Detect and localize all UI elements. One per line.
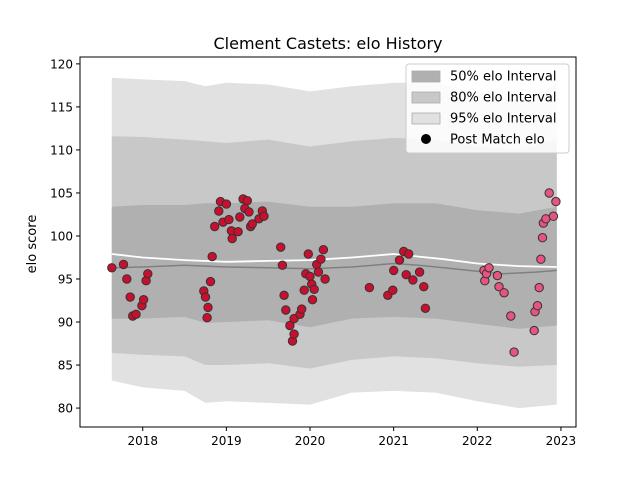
x-tick-label: 2019 xyxy=(211,434,242,448)
data-point xyxy=(143,269,153,279)
x-tick-label: 2023 xyxy=(546,434,577,448)
data-point xyxy=(276,242,286,252)
legend-box xyxy=(405,63,570,154)
data-point xyxy=(318,245,329,255)
y-tick-label: 95 xyxy=(58,273,73,287)
data-point xyxy=(544,188,554,198)
data-point xyxy=(244,207,254,217)
data-point xyxy=(320,274,330,284)
data-point xyxy=(532,301,543,311)
data-point xyxy=(401,270,411,280)
data-point xyxy=(404,249,414,259)
data-point xyxy=(499,288,509,298)
data-point xyxy=(235,212,245,222)
data-point xyxy=(227,233,237,244)
data-point xyxy=(309,284,319,294)
data-point xyxy=(313,267,324,277)
data-point xyxy=(205,276,216,287)
y-tick-label: 110 xyxy=(50,143,73,157)
data-point xyxy=(247,219,258,229)
legend-swatch xyxy=(411,70,441,83)
data-point xyxy=(233,227,243,237)
data-point xyxy=(492,270,503,281)
data-point xyxy=(299,285,309,295)
data-point xyxy=(534,282,544,293)
y-tick-label: 105 xyxy=(50,186,73,200)
data-point xyxy=(259,211,269,221)
data-point xyxy=(529,325,539,336)
x-tick-label: 2020 xyxy=(295,434,326,448)
y-tick-label: 115 xyxy=(50,100,73,114)
legend-swatch xyxy=(411,112,441,125)
data-point xyxy=(537,233,548,243)
data-point xyxy=(200,292,211,302)
axes: 2018 2019 2020 2021 2022 2023 80 85 90 95 100 105 11… xyxy=(50,56,577,448)
data-point xyxy=(548,211,559,221)
data-point xyxy=(285,320,295,331)
data-point xyxy=(414,267,425,277)
data-point xyxy=(509,347,519,357)
y-tick-label: 120 xyxy=(50,57,73,71)
x-tick-label: 2022 xyxy=(462,434,493,448)
data-point xyxy=(364,282,375,293)
data-point xyxy=(394,255,405,265)
data-point xyxy=(419,282,429,292)
data-point xyxy=(305,271,315,282)
data-point xyxy=(281,305,291,315)
legend-marker xyxy=(421,134,431,144)
data-point xyxy=(506,311,516,321)
data-point xyxy=(408,275,418,285)
data-point xyxy=(484,263,494,273)
legend-label: 50% elo Interval xyxy=(450,70,557,85)
data-point xyxy=(214,206,224,216)
mean-elo-line xyxy=(111,253,557,268)
plot-area xyxy=(107,77,561,409)
data-point xyxy=(494,282,504,292)
data-point xyxy=(207,251,217,262)
data-point xyxy=(389,265,399,276)
data-point xyxy=(221,199,232,209)
legend-label: Post Match elo xyxy=(450,133,545,148)
data-point xyxy=(242,196,253,206)
x-tick-label: 2018 xyxy=(127,434,158,448)
y-tick-label: 100 xyxy=(50,229,73,243)
data-point xyxy=(289,329,299,339)
legend-swatch xyxy=(411,91,441,104)
data-point xyxy=(388,285,398,295)
data-point xyxy=(203,302,213,313)
legend: 50% elo Interval 80% elo Interval 95% elo … xyxy=(405,63,570,154)
y-axis-label: elo score xyxy=(25,215,40,274)
data-point xyxy=(131,309,141,319)
data-point xyxy=(277,260,288,270)
data-point xyxy=(303,249,313,259)
data-point xyxy=(551,196,561,207)
data-point xyxy=(297,304,307,314)
y-tick-label: 85 xyxy=(58,359,73,373)
data-point xyxy=(118,259,129,270)
chart-title: Clement Castets: elo History xyxy=(214,34,443,53)
band-50-interval xyxy=(111,201,557,329)
data-point xyxy=(536,254,546,264)
data-point xyxy=(210,221,220,232)
data-point xyxy=(307,295,318,305)
x-tick-label: 2021 xyxy=(378,434,409,448)
legend-label: 95% elo Interval xyxy=(450,112,557,127)
data-point xyxy=(125,292,135,302)
data-point xyxy=(224,214,234,225)
plot-frame xyxy=(79,56,577,428)
y-tick-label: 80 xyxy=(58,402,73,416)
data-point xyxy=(279,290,289,300)
data-point xyxy=(316,254,326,264)
data-point xyxy=(202,313,212,323)
data-point xyxy=(420,303,431,313)
data-point xyxy=(107,263,117,273)
data-point xyxy=(138,295,149,305)
data-point xyxy=(122,274,132,284)
y-tick-label: 90 xyxy=(58,316,73,330)
legend-label: 80% elo Interval xyxy=(450,91,557,106)
